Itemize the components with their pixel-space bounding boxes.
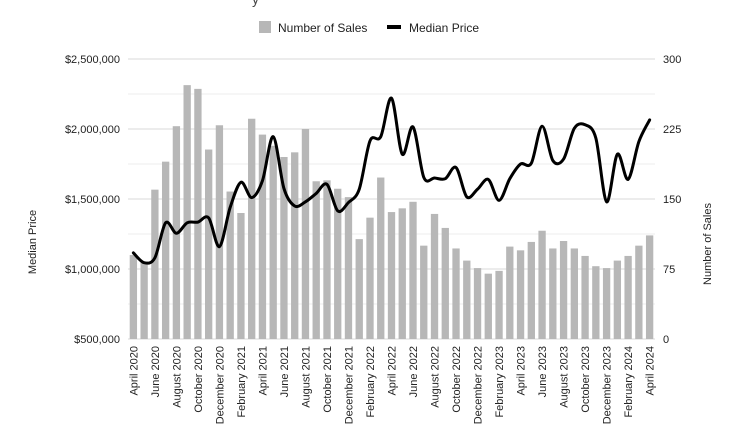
sales-bar [581, 255, 589, 339]
sales-bar [484, 273, 492, 339]
sales-bar [430, 213, 439, 339]
sales-bar [237, 213, 245, 339]
sales-bar [334, 188, 342, 339]
legend: Number of Sales Median Price [259, 21, 479, 35]
sales-bar [151, 189, 159, 339]
sales-bar [635, 245, 643, 339]
right-tick-label: 75 [663, 264, 675, 276]
x-axis-ticks: April 2020 June 2020 August 2020 October 20… [128, 346, 656, 424]
right-axis-title: Number of Sales [702, 203, 714, 285]
x-tick-label: February 2023 [494, 346, 506, 418]
sales-bar [140, 261, 148, 339]
x-tick-label: December 2020 [214, 346, 226, 424]
median-price-path [131, 96, 652, 265]
sales-bar [624, 255, 632, 339]
x-tick-label: April 2023 [516, 346, 528, 396]
left-tick-label: $500,000 [74, 334, 120, 346]
right-axis-ticks: 0 75 150 225 300 [663, 54, 681, 346]
sales-bar [269, 145, 277, 339]
sales-bar [161, 161, 170, 339]
sales-bar [377, 177, 385, 339]
x-tick-label: February 2022 [365, 346, 377, 418]
sales-bar [495, 270, 503, 339]
x-tick-label: October 2022 [451, 346, 463, 413]
sales-bar [463, 260, 471, 339]
x-tick-label: December 2022 [473, 346, 485, 424]
sales-bar [215, 125, 224, 340]
x-tick-label: December 2021 [343, 346, 355, 424]
sales-bar [441, 227, 449, 339]
sales-bar [613, 260, 622, 339]
x-tick-label: August 2020 [171, 346, 183, 408]
x-tick-label: June 2021 [279, 346, 291, 397]
x-tick-label: April 2021 [257, 346, 269, 396]
right-tick-label: 150 [663, 194, 681, 206]
sales-bar [516, 250, 525, 339]
sales-bar [129, 255, 138, 339]
legend-label-sales: Number of Sales [278, 21, 367, 35]
x-tick-label: December 2023 [602, 346, 614, 424]
sales-bar [409, 201, 417, 339]
sales-bar [301, 129, 310, 339]
sales-bars [129, 85, 654, 340]
median-price-line [131, 96, 652, 265]
sales-bar [549, 248, 557, 339]
sales-bar [323, 180, 331, 339]
x-tick-label: June 2020 [150, 346, 162, 397]
right-tick-label: 0 [663, 334, 669, 346]
x-tick-label: April 2024 [645, 346, 657, 396]
sales-bar [527, 241, 535, 339]
x-tick-label: April 2020 [128, 346, 140, 396]
legend-swatch-price [387, 25, 401, 29]
sales-bar [645, 235, 654, 339]
chart-title-fragment: y [252, 0, 259, 7]
sales-bar [538, 230, 546, 339]
sales-bar [258, 134, 267, 339]
right-tick-label: 225 [663, 124, 681, 136]
sales-bar [248, 118, 256, 339]
sales-bar [312, 181, 320, 339]
sales-bar [280, 157, 288, 339]
left-tick-label: $2,000,000 [65, 124, 120, 136]
sales-bar [559, 241, 568, 339]
x-tick-label: August 2023 [559, 346, 571, 408]
sales-bar [420, 245, 428, 339]
x-tick-label: June 2023 [537, 346, 549, 397]
sales-bar [592, 266, 600, 339]
left-tick-label: $1,500,000 [65, 194, 120, 206]
sales-bar [473, 268, 482, 339]
x-tick-label: October 2023 [580, 346, 592, 413]
x-tick-label: April 2022 [387, 346, 399, 396]
left-axis-title: Median Price [27, 210, 39, 274]
sales-bar [205, 149, 213, 339]
legend-swatch-sales [259, 21, 271, 33]
x-tick-label: June 2022 [408, 346, 420, 397]
sales-bar [398, 208, 406, 339]
left-tick-label: $2,500,000 [65, 54, 120, 66]
sales-bar [570, 248, 578, 339]
x-tick-label: August 2021 [300, 346, 312, 408]
x-tick-label: February 2024 [623, 346, 635, 418]
x-tick-label: August 2022 [430, 346, 442, 408]
x-tick-label: October 2020 [193, 346, 205, 413]
sales-bar [506, 246, 514, 339]
right-tick-label: 300 [663, 54, 681, 66]
left-tick-label: $1,000,000 [65, 264, 120, 276]
sales-bar [226, 191, 234, 339]
sales-bar [183, 85, 191, 339]
x-tick-label: February 2021 [236, 346, 248, 418]
sales-bar [355, 239, 363, 339]
x-tick-label: October 2021 [322, 346, 334, 413]
sales-bar [387, 212, 396, 339]
sales-bar [366, 217, 374, 339]
sales-bar [194, 88, 202, 339]
legend-label-price: Median Price [409, 21, 479, 35]
sales-bar [291, 152, 299, 339]
sales-bar [452, 248, 460, 339]
sales-bar [344, 197, 353, 339]
sales-bar [602, 268, 611, 339]
left-axis-ticks: $500,000 $1,000,000 $1,500,000 $2,000,000 $2… [65, 54, 120, 346]
